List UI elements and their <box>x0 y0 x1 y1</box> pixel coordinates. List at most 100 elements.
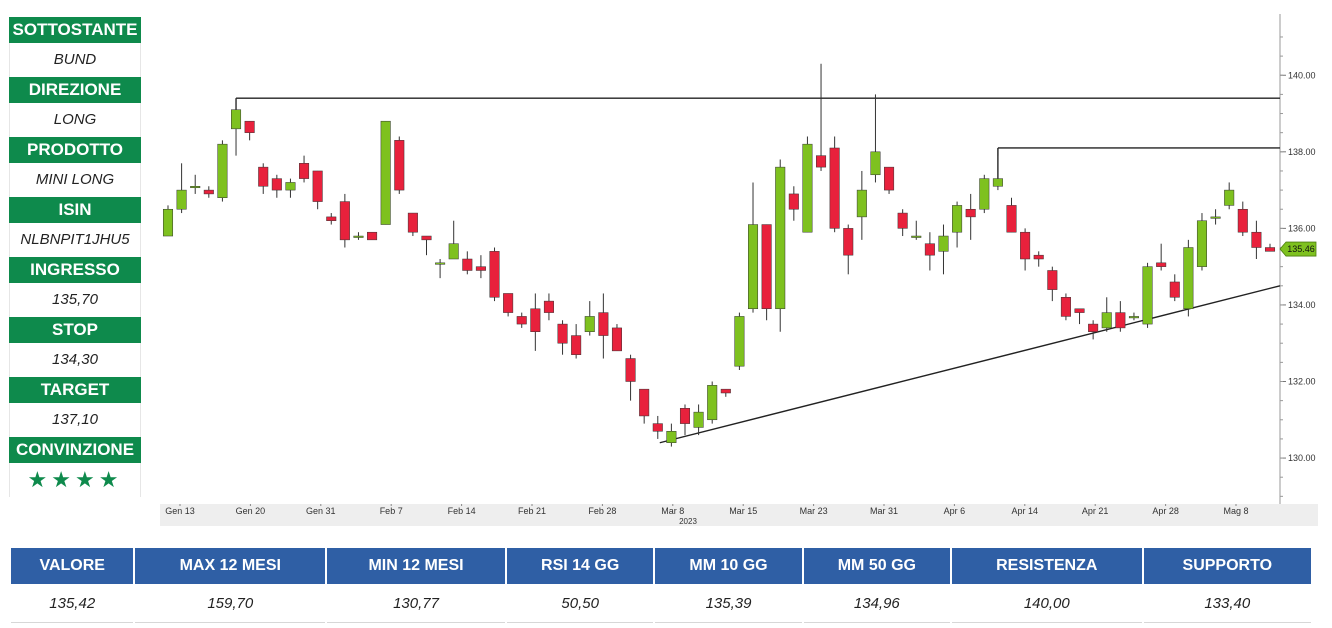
support-trendline <box>659 285 1281 444</box>
table-header-cell: VALORE <box>11 548 134 584</box>
candle-body <box>938 235 949 252</box>
table-value-cell: 133,40 <box>1143 584 1311 623</box>
candle-body <box>299 163 310 179</box>
sidebar-label-stop: STOP <box>9 317 141 343</box>
candle-body <box>1183 247 1194 310</box>
candle-body <box>897 212 908 229</box>
candle-body <box>543 300 554 313</box>
candle-body <box>734 316 745 367</box>
x-tick-label: Apr 21 <box>1082 506 1109 516</box>
candle-body <box>843 228 854 256</box>
x-tick-label: Feb 28 <box>588 506 616 516</box>
candle-body <box>530 308 541 332</box>
candle-body <box>162 208 174 237</box>
table-header-cell: MIN 12 MESI <box>327 548 505 584</box>
x-tick-label: Mar 31 <box>870 506 898 516</box>
y-tick-label: 138.00 <box>1288 147 1316 157</box>
candle-body <box>462 258 473 271</box>
x-tick-label: Mar 15 <box>729 506 757 516</box>
candle-body <box>625 358 636 382</box>
candle-body <box>870 151 881 176</box>
candle-body <box>1060 297 1071 317</box>
x-tick-label: Gen 20 <box>236 506 266 516</box>
candle-body <box>652 423 663 432</box>
sidebar-value-sottostante: BUND <box>9 43 141 77</box>
candle-body <box>312 170 323 202</box>
candle-body <box>693 411 704 428</box>
candle-body <box>598 312 609 336</box>
candle-body <box>720 388 731 394</box>
x-tick-label: Apr 6 <box>944 506 966 516</box>
table-header-cell: SUPPORTO <box>1143 548 1311 584</box>
candlestick-chart: 130.00 132.00 134.00 136.00 138.00 140.00 Gen … <box>160 14 1318 526</box>
y-tick-label: 136.00 <box>1288 223 1316 233</box>
candle-body <box>1251 231 1262 248</box>
candle-body <box>952 205 963 233</box>
candle-body <box>557 323 568 344</box>
x-axis-band <box>160 504 1318 526</box>
candle-body <box>992 178 1003 187</box>
table-value-cell: 140,00 <box>952 584 1142 623</box>
sidebar-label-prodotto: PRODOTTO <box>9 137 141 163</box>
candle-body <box>271 178 282 191</box>
x-year-label: 2023 <box>679 517 697 526</box>
candle-body <box>258 166 269 187</box>
x-tick-label: Mar 8 <box>661 506 684 516</box>
table-header-cell: MM 50 GG <box>803 548 950 584</box>
candle-body <box>231 109 242 130</box>
y-tick-label: 130.00 <box>1288 453 1316 463</box>
table-value-cell: 159,70 <box>135 584 326 623</box>
candle-body <box>339 201 350 241</box>
sidebar-value-stop: 134,30 <box>9 343 141 377</box>
candle-body <box>829 147 840 229</box>
candle-body <box>924 243 935 256</box>
candle-body <box>1074 308 1085 313</box>
candle-body <box>911 235 922 238</box>
candle-body <box>176 189 187 210</box>
candle-body <box>1128 316 1139 319</box>
table-value-cell: 50,50 <box>506 584 654 623</box>
sidebar-value-prodotto: MINI LONG <box>9 163 141 197</box>
candle-body <box>1101 312 1112 329</box>
x-tick-label: Gen 31 <box>306 506 336 516</box>
sidebar-value-target: 137,10 <box>9 403 141 437</box>
candle-body <box>584 316 595 332</box>
y-tick-label: 132.00 <box>1288 377 1316 387</box>
candle-body <box>1047 270 1058 290</box>
stats-value-row: 135,42 159,70 130,77 50,50 135,39 134,96 140,0… <box>11 584 1311 623</box>
y-tick-label: 134.00 <box>1288 300 1316 310</box>
x-tick-label: Apr 14 <box>1012 506 1039 516</box>
sidebar-value-convinzione: ★★★★ <box>9 463 141 497</box>
y-tick-label: 140.00 <box>1288 70 1316 80</box>
candle-body <box>1115 312 1126 329</box>
candle-body <box>353 235 364 238</box>
candle-body <box>1033 254 1044 260</box>
sidebar-label-target: TARGET <box>9 377 141 403</box>
candle-body <box>1169 281 1180 298</box>
candle-body <box>285 182 296 191</box>
table-value-cell: 135,42 <box>11 584 134 623</box>
candle-body <box>407 212 418 233</box>
stats-table: VALORE MAX 12 MESI MIN 12 MESI RSI 14 GG MM … <box>9 548 1313 623</box>
candle-body <box>1006 205 1017 233</box>
table-header-cell: RSI 14 GG <box>506 548 654 584</box>
candle-body <box>761 224 772 310</box>
candle-body <box>435 262 446 265</box>
sidebar-value-direzione: LONG <box>9 103 141 137</box>
stats-header-row: VALORE MAX 12 MESI MIN 12 MESI RSI 14 GG MM … <box>11 548 1311 584</box>
candle-body <box>367 231 378 241</box>
candle-body <box>1020 231 1031 260</box>
candle-body <box>979 178 990 210</box>
sidebar-label-convinzione: CONVINZIONE <box>9 437 141 463</box>
candle-body <box>1264 247 1276 252</box>
table-header-cell: MM 10 GG <box>655 548 802 584</box>
candle-body <box>775 166 786 310</box>
x-tick-label: Feb 21 <box>518 506 546 516</box>
candle-body <box>856 189 867 218</box>
candle-body <box>1196 220 1207 267</box>
candle-body <box>816 155 827 168</box>
candle-body <box>516 316 527 325</box>
candle-body <box>1210 216 1221 219</box>
candle-body <box>394 140 405 191</box>
candle-body <box>1224 189 1235 206</box>
